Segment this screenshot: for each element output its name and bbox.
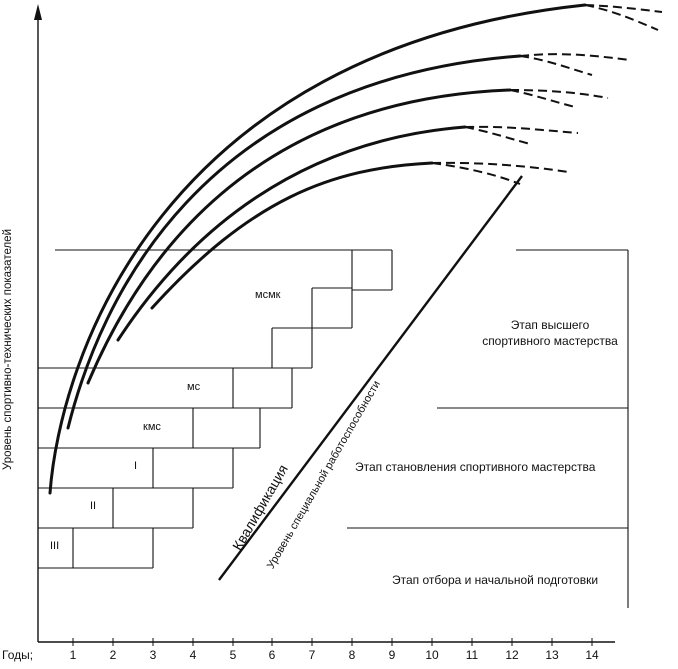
x-tick-6: 6 bbox=[268, 648, 276, 662]
x-tick-1: 1 bbox=[69, 648, 77, 662]
qualification-staircase bbox=[38, 249, 393, 569]
grade-msmk: мсмк bbox=[255, 289, 281, 301]
stage-top-line1: Этап высшего bbox=[510, 318, 590, 332]
x-axis-label: Годы; bbox=[2, 648, 34, 662]
x-tick-7: 7 bbox=[308, 648, 316, 662]
axes bbox=[37, 14, 615, 643]
x-tick-10: 10 bbox=[425, 648, 439, 662]
grade-iii: III bbox=[50, 540, 60, 552]
grade-ms: мс bbox=[187, 381, 201, 393]
x-tick-11: 11 bbox=[465, 648, 479, 662]
x-tick-12: 12 bbox=[505, 648, 519, 662]
x-tick-5: 5 bbox=[229, 648, 237, 662]
x-tick-2: 2 bbox=[109, 648, 117, 662]
work-capacity-line bbox=[218, 175, 523, 581]
y-axis-label: Уровень спортивно-технических показателе… bbox=[2, 228, 14, 470]
x-tick-13: 13 bbox=[545, 648, 559, 662]
stage-top-line2: спортивного мастерства bbox=[482, 334, 618, 348]
x-tick-8: 8 bbox=[348, 648, 356, 662]
x-tick-marks bbox=[72, 638, 593, 646]
stage-middle: Этап становления спортивного мастерства bbox=[355, 460, 596, 474]
y-axis-arrow bbox=[34, 4, 42, 20]
stage-separators bbox=[347, 249, 629, 608]
grade-kms: кмс bbox=[143, 421, 161, 433]
grade-i: I bbox=[134, 460, 138, 472]
x-tick-3: 3 bbox=[149, 648, 157, 662]
stage-bottom: Этап отбора и начальной подготовки bbox=[392, 573, 599, 587]
grade-ii: II bbox=[90, 500, 97, 512]
dashed-extensions bbox=[431, 4, 663, 185]
x-tick-4: 4 bbox=[189, 648, 197, 662]
x-tick-14: 14 bbox=[585, 648, 599, 662]
growth-curves bbox=[48, 3, 587, 495]
x-tick-9: 9 bbox=[388, 648, 396, 662]
